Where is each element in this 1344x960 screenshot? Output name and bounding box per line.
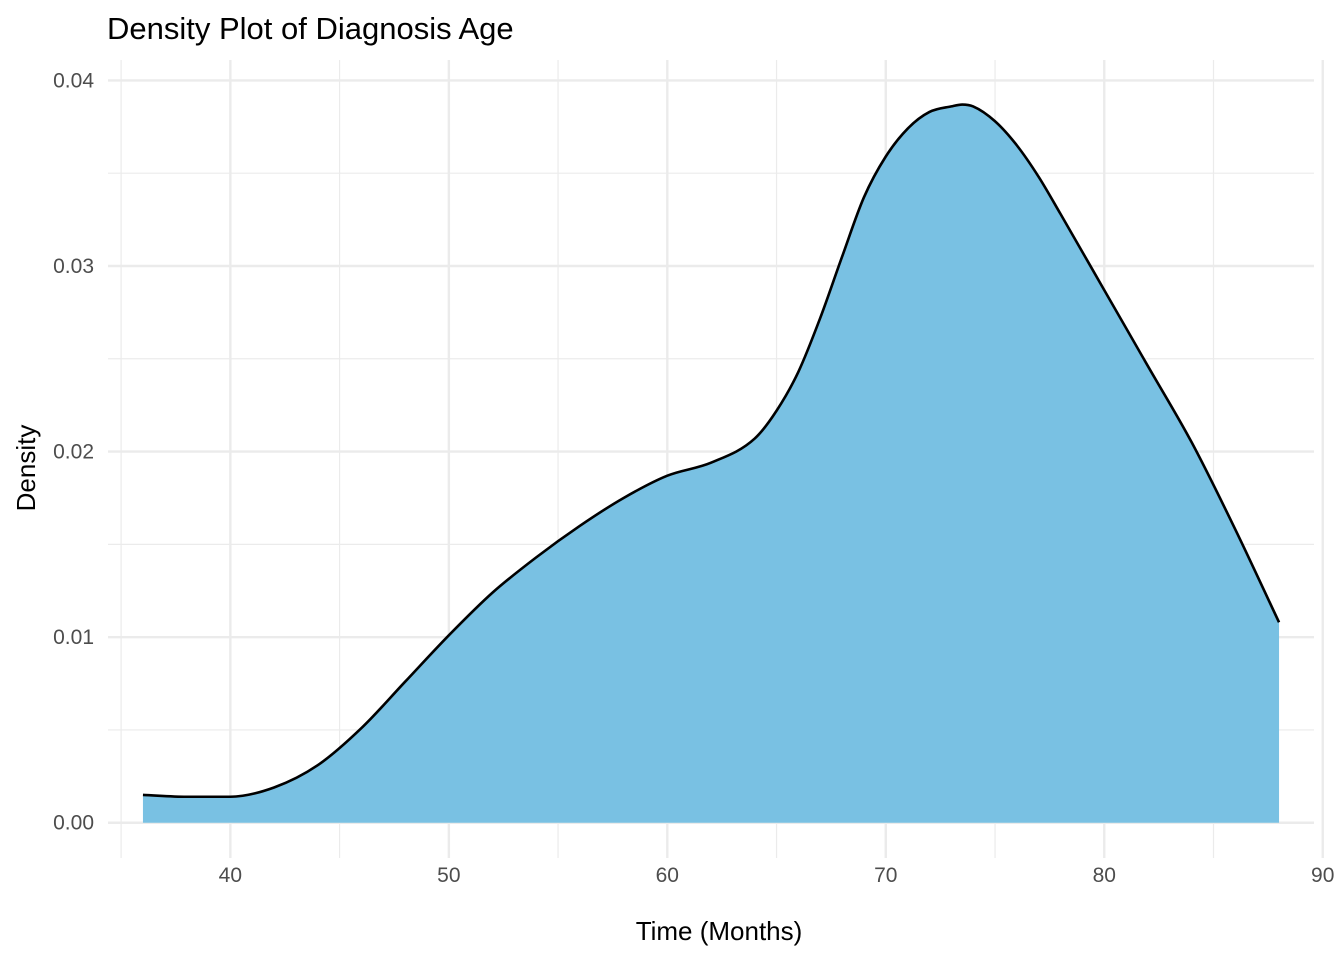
density-line [142,103,1281,799]
x-tick-label: 80 [1093,864,1116,887]
y-axis-title: Density [11,425,41,512]
y-tick-label: 0.00 [53,812,94,835]
chart-title: Density Plot of Diagnosis Age [107,11,514,46]
x-tick-label: 40 [219,864,242,887]
x-tick-label: 90 [1311,864,1334,887]
x-axis-title: Time (Months) [636,916,803,946]
x-tick-label: 60 [656,864,679,887]
x-tick-label: 50 [437,864,460,887]
y-tick-label: 0.03 [53,255,94,278]
y-tick-label: 0.04 [53,69,94,92]
y-tick-label: 0.02 [53,441,94,464]
y-axis-ticks: 0.00 0.01 0.02 0.03 0.04 [53,69,94,834]
x-axis-ticks: 40 50 60 70 80 90 [219,864,1335,887]
x-tick-label: 70 [874,864,897,887]
y-tick-label: 0.01 [53,626,94,649]
